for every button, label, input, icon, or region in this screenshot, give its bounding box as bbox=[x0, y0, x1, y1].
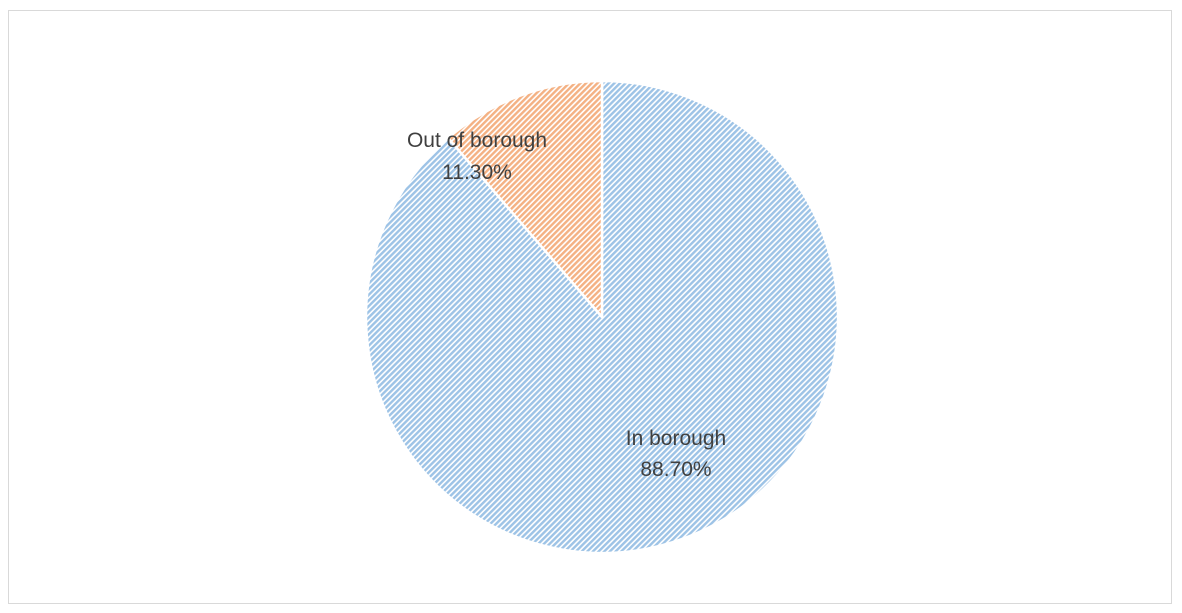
slice-label-out-of-borough: Out of borough bbox=[407, 129, 547, 152]
slice-value-out-of-borough: 11.30% bbox=[442, 161, 512, 184]
pie-slice-out-of-borough bbox=[446, 79, 604, 319]
slice-value-in-borough: 88.70% bbox=[640, 458, 711, 481]
slice-label-in-borough: In borough bbox=[626, 427, 726, 450]
pie-slices bbox=[364, 79, 840, 555]
data-labels: In borough 88.70% Out of borough 11.30% bbox=[407, 129, 726, 481]
